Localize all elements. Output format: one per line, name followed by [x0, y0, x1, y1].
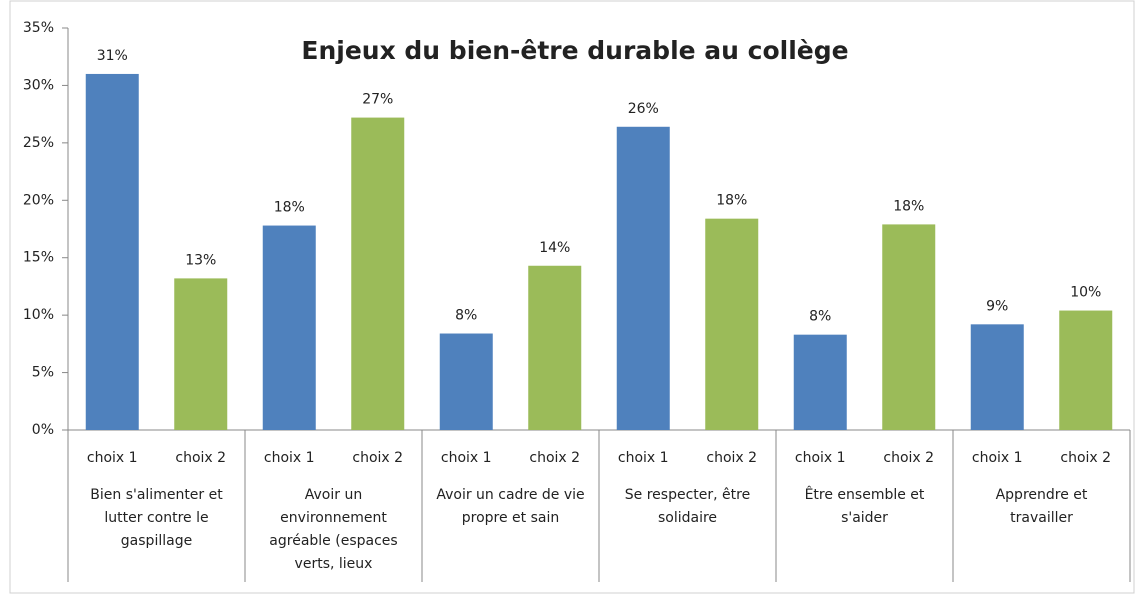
y-tick-label: 0%: [32, 422, 54, 438]
bar: [351, 117, 405, 431]
bar: [528, 265, 582, 430]
y-tick-label: 30%: [23, 77, 54, 93]
sub-category-label: choix 2: [352, 450, 403, 466]
y-tick-label: 35%: [23, 20, 54, 36]
data-label: 31%: [97, 48, 128, 64]
data-label: 13%: [185, 252, 216, 268]
category-label: Être ensemble et s'aider: [804, 487, 925, 526]
sub-category-label: choix 2: [1060, 450, 1111, 466]
data-label: 18%: [274, 200, 305, 216]
sub-category-label: choix 1: [795, 450, 846, 466]
y-tick-label: 25%: [23, 135, 54, 151]
sub-category-label: choix 1: [441, 450, 492, 466]
data-label: 27%: [362, 92, 393, 108]
y-tick-label: 15%: [23, 250, 54, 266]
bar: [439, 333, 493, 430]
data-label: 10%: [1070, 285, 1101, 301]
chart-title: Enjeux du bien-être durable au collège: [301, 36, 848, 65]
bar: [970, 324, 1024, 430]
bar: [882, 224, 936, 430]
bar: [262, 225, 316, 430]
bar: [793, 334, 847, 430]
sub-category-label: choix 1: [618, 450, 669, 466]
data-label: 9%: [986, 298, 1008, 314]
data-label: 26%: [628, 101, 659, 117]
data-label: 18%: [893, 198, 924, 214]
sub-category-label: choix 1: [264, 450, 315, 466]
sub-category-label: choix 2: [883, 450, 934, 466]
bar: [616, 126, 670, 430]
bar: [174, 278, 228, 430]
sub-category-label: choix 2: [175, 450, 226, 466]
category-label: Se respecter, être solidaire: [624, 487, 751, 526]
data-label: 18%: [716, 193, 747, 209]
category-label: Apprendre et travailler: [995, 487, 1088, 526]
bar: [705, 218, 759, 430]
sub-category-label: choix 1: [972, 450, 1023, 466]
sub-category-label: choix 2: [706, 450, 757, 466]
chart-border: [9, 0, 1135, 594]
data-label: 8%: [809, 309, 831, 325]
bar: [85, 73, 139, 430]
y-tick-label: 5%: [32, 365, 54, 381]
y-tick-label: 20%: [23, 192, 54, 208]
category-label: Avoir un cadre de vie propre et sain: [436, 487, 585, 526]
bar: [1059, 310, 1113, 430]
data-label: 14%: [539, 240, 570, 256]
sub-category-label: choix 2: [529, 450, 580, 466]
category-label: Bien s'alimenter et lutter contre le gas…: [90, 487, 223, 549]
sub-category-label: choix 1: [87, 450, 138, 466]
category-label: Avoir un environnement agréable (espaces…: [269, 487, 398, 572]
data-label: 8%: [455, 308, 477, 324]
y-tick-label: 10%: [23, 307, 54, 323]
